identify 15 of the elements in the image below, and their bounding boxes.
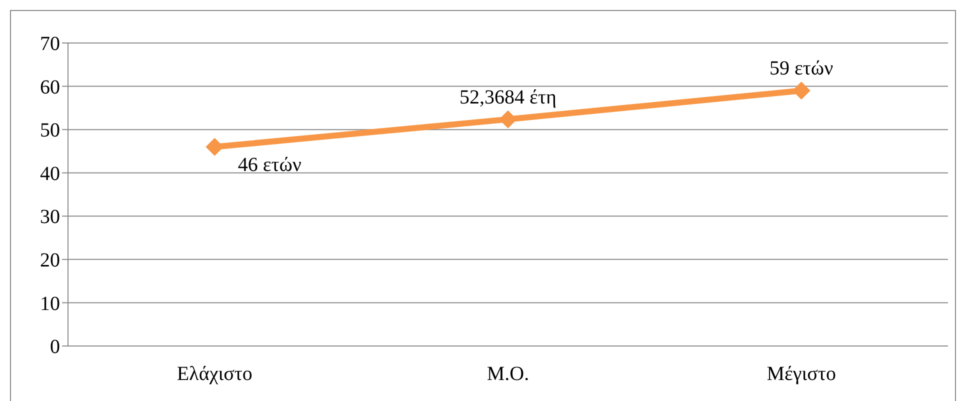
point bbox=[499, 110, 517, 128]
y-tick-label: 30 bbox=[40, 206, 60, 228]
data-label: 59 ετών bbox=[770, 58, 834, 80]
data-label: 52,3684 έτη bbox=[460, 86, 556, 108]
data-label: 46 ετών bbox=[238, 154, 302, 176]
y-tick-label: 50 bbox=[40, 120, 60, 142]
x-tick-label: Μ.Ο. bbox=[486, 363, 530, 386]
y-tick-label: 20 bbox=[40, 250, 60, 272]
y-tick-label: 0 bbox=[50, 336, 60, 358]
y-tick-label: 60 bbox=[40, 76, 60, 98]
y-tick-label: 10 bbox=[40, 292, 60, 315]
x-tick-label: Ελάχιστο bbox=[176, 363, 252, 386]
x-tick-label: Μέγιστο bbox=[766, 363, 836, 386]
y-tick-label: 40 bbox=[40, 162, 60, 185]
y-tick-label: 70 bbox=[40, 33, 60, 56]
